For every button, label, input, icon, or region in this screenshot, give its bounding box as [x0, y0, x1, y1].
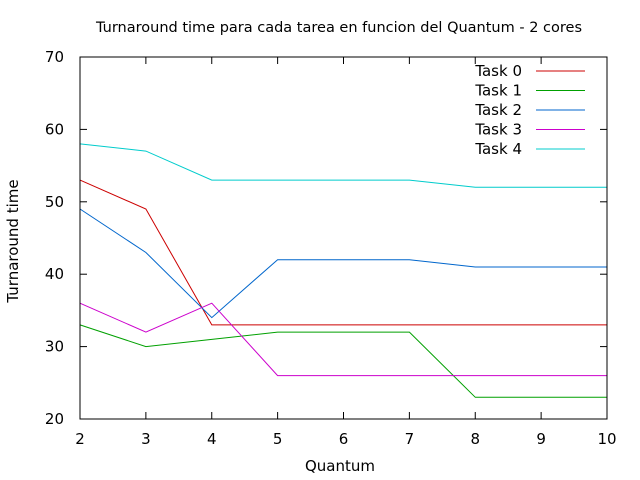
- x-tick-label: 6: [339, 430, 349, 448]
- plot-frame: [79, 56, 608, 420]
- y-tick-label: 50: [45, 193, 64, 211]
- x-axis-label: Quantum: [305, 457, 375, 475]
- series-lines: [79, 143, 607, 398]
- y-tick-label: 40: [45, 265, 64, 283]
- legend-label: Task 4: [474, 140, 522, 158]
- y-tick-label: 30: [45, 338, 64, 356]
- series-line-task-4: [79, 143, 607, 188]
- chart-title: Turnaround time para cada tarea en funci…: [95, 20, 582, 36]
- x-tick-label: 8: [470, 430, 480, 448]
- x-tick-label: 9: [536, 430, 546, 448]
- y-tick-label: 20: [45, 410, 64, 428]
- x-tick-label: 5: [273, 430, 283, 448]
- y-axis-label: Turnaround time: [4, 179, 22, 303]
- series-line-task-0: [79, 179, 607, 326]
- legend-label: Task 2: [474, 101, 522, 119]
- axis-ticks: 2 3 4 5 6 7 8 9 10 20 30 40 50 60 70: [45, 48, 617, 448]
- series-line-task-2: [79, 208, 607, 319]
- legend-label: Task 3: [474, 121, 522, 139]
- series-line-task-3: [79, 302, 607, 377]
- legend-label: Task 0: [474, 62, 522, 80]
- y-tick-label: 70: [45, 48, 64, 66]
- y-tick-label: 60: [45, 120, 64, 138]
- legend-label: Task 1: [474, 82, 522, 100]
- x-tick-label: 4: [207, 430, 217, 448]
- x-tick-label: 7: [405, 430, 415, 448]
- series-line-task-1: [79, 324, 607, 398]
- x-tick-label: 3: [141, 430, 151, 448]
- x-tick-label: 10: [597, 430, 616, 448]
- x-tick-label: 2: [75, 430, 85, 448]
